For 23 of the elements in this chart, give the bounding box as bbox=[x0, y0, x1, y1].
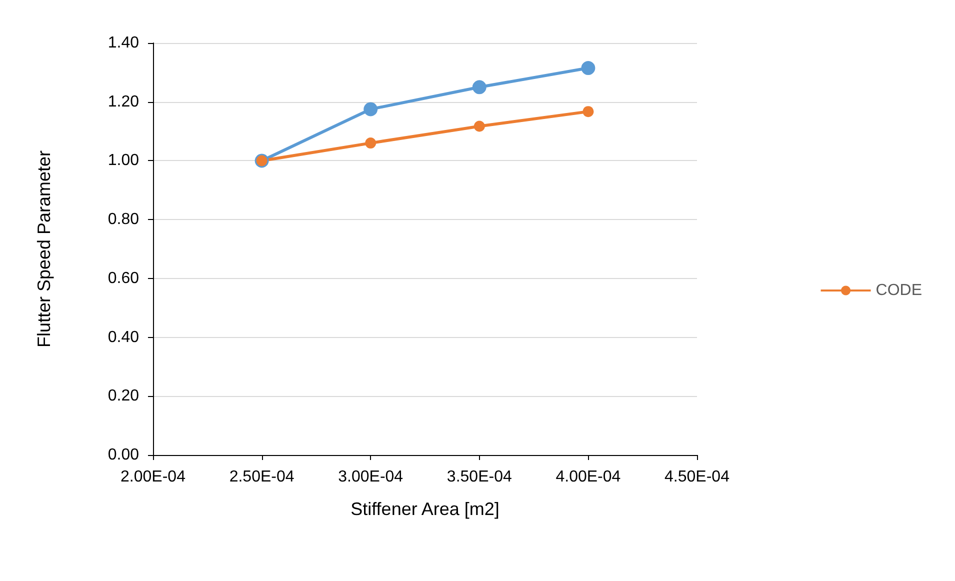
x-tick-label: 2.50E-04 bbox=[229, 468, 294, 486]
y-axis-title: Flutter Speed Parameter bbox=[34, 150, 54, 348]
y-tick-label: 0.80 bbox=[108, 211, 140, 228]
point bbox=[472, 80, 486, 94]
point bbox=[581, 61, 596, 76]
legend-label: CODE bbox=[876, 282, 922, 299]
y-tick-label: 1.00 bbox=[108, 152, 140, 170]
point bbox=[582, 106, 594, 118]
point bbox=[364, 102, 378, 116]
x-tick-label: 4.00E-04 bbox=[556, 468, 621, 486]
x-axis-title: Stiffener Area [m2] bbox=[350, 499, 500, 519]
y-tick-label: 0.00 bbox=[108, 446, 140, 464]
x-tick-label: 2.00E-04 bbox=[120, 468, 186, 486]
y-tick-label: 1.20 bbox=[108, 93, 140, 110]
y-tick-label: 0.40 bbox=[108, 328, 140, 346]
y-tick-label: 0.20 bbox=[108, 388, 140, 405]
x-tick-label: 3.50E-04 bbox=[446, 468, 512, 486]
y-tick-label: 0.60 bbox=[108, 270, 140, 287]
point bbox=[365, 138, 376, 149]
x-tick-label: 3.00E-04 bbox=[338, 468, 404, 486]
y-tick-label: 1.40 bbox=[108, 34, 140, 52]
x-tick-label: 4.50E-04 bbox=[664, 468, 730, 486]
point bbox=[474, 120, 485, 132]
